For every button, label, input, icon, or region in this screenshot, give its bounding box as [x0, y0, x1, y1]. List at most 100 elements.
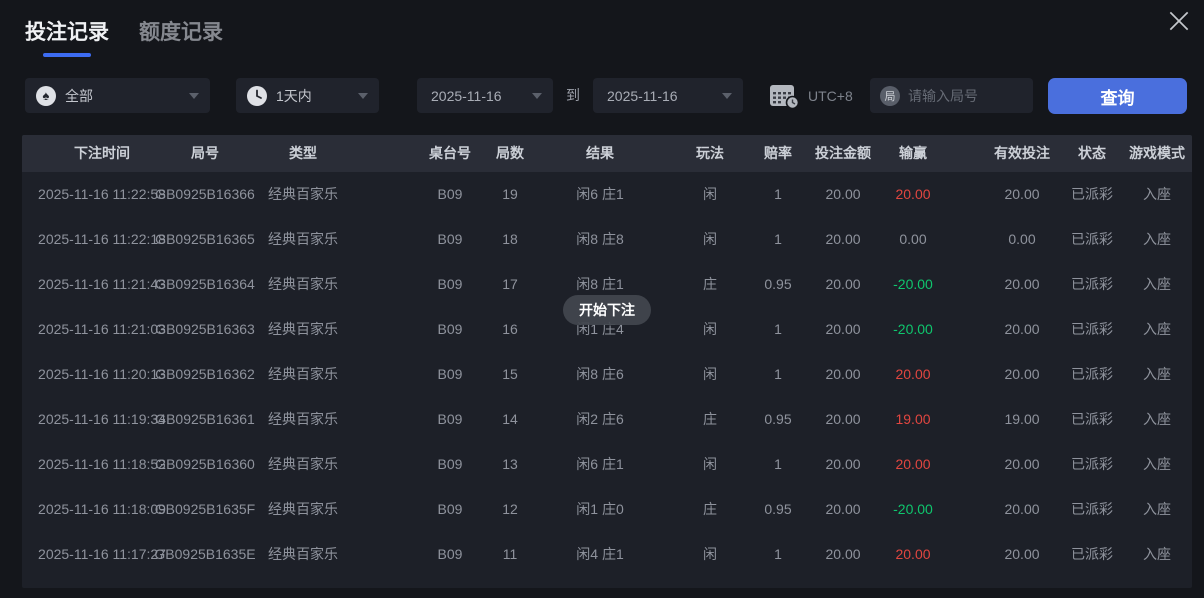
table-cell: 已派彩 — [1071, 321, 1113, 337]
table-cell: 闲 — [703, 366, 717, 382]
table-cell: 0.95 — [764, 501, 792, 517]
table-cell: 20.00 — [1004, 321, 1040, 337]
table-cell: 经典百家乐 — [268, 411, 338, 427]
table-cell: 入座 — [1143, 546, 1171, 562]
table-cell: 已派彩 — [1071, 366, 1113, 382]
table-body: 2025-11-16 11:22:58 GB0925B16366 经典百家乐 B09 1… — [22, 172, 1192, 577]
win-loss-cell: 20.00 — [895, 366, 931, 382]
table-cell: 闲 — [703, 546, 717, 562]
table-cell: 13 — [502, 456, 518, 472]
table-cell: 闲8 庄8 — [576, 231, 624, 247]
tab-quota-records-label: 额度记录 — [139, 21, 223, 44]
table-cell: 20.00 — [825, 186, 861, 202]
close-button[interactable] — [1166, 8, 1192, 34]
table-row: 2025-11-16 11:17:27 GB0925B1635E 经典百家乐 B09 1… — [22, 532, 1192, 577]
table-cell: 入座 — [1143, 186, 1171, 202]
table-cell: 经典百家乐 — [268, 366, 338, 382]
table-cell: 19.00 — [1004, 411, 1040, 427]
table-cell: 经典百家乐 — [268, 546, 338, 562]
date-from-value: 2025-11-16 — [431, 87, 502, 104]
time-range-select[interactable]: 1天内 — [236, 78, 379, 113]
timezone-indicator: UTC+8 — [768, 78, 853, 113]
win-loss-cell: 20.00 — [895, 186, 931, 202]
table-cell: 2025-11-16 11:20:13 — [38, 366, 166, 382]
table-cell: 已派彩 — [1071, 276, 1113, 292]
table-cell: 20.00 — [1004, 501, 1040, 517]
table-cell: 庄 — [703, 501, 717, 517]
date-from-picker[interactable]: 2025-11-16 — [417, 78, 553, 113]
table-cell: 已派彩 — [1071, 456, 1113, 472]
table-cell: 20.00 — [825, 411, 861, 427]
table-cell: GB0925B16366 — [155, 186, 255, 202]
table-cell: B09 — [437, 456, 463, 472]
records-table: 下注时间 局号 类型 桌台号 局数 结果 玩法 赔率 投注金额 输赢 有效投注 状态 游戏模式 2025… — [22, 135, 1192, 588]
table-cell: 20.00 — [825, 321, 861, 337]
column-header: 局数 — [496, 145, 524, 161]
calendar-clock-icon — [770, 84, 800, 109]
table-cell: B09 — [437, 501, 463, 517]
round-number-input[interactable] — [908, 87, 1033, 104]
table-cell: 经典百家乐 — [268, 186, 338, 202]
column-header: 赔率 — [764, 145, 792, 161]
table-cell: 已派彩 — [1071, 501, 1113, 517]
table-cell: 入座 — [1143, 411, 1171, 427]
table-cell: 入座 — [1143, 276, 1171, 292]
table-cell: GB0925B16365 — [155, 231, 255, 247]
table-cell: 入座 — [1143, 231, 1171, 247]
table-cell: 15 — [502, 366, 518, 382]
clock-icon — [247, 85, 267, 106]
date-to-label: 到 — [566, 87, 580, 103]
date-to-value: 2025-11-16 — [607, 87, 678, 104]
table-cell: B09 — [437, 276, 463, 292]
table-cell: 已派彩 — [1071, 546, 1113, 562]
round-number-field: 局 — [870, 78, 1033, 113]
chevron-down-icon — [532, 92, 542, 99]
table-cell: GB0925B16364 — [155, 276, 255, 292]
tab-betting-records[interactable]: 投注记录 — [25, 16, 109, 57]
table-cell: 经典百家乐 — [268, 501, 338, 517]
chevron-down-icon — [722, 92, 732, 99]
table-cell: 20.00 — [825, 546, 861, 562]
table-cell: 2025-11-16 11:19:34 — [38, 411, 166, 427]
table-header: 下注时间 局号 类型 桌台号 局数 结果 玩法 赔率 投注金额 输赢 有效投注 状态 游戏模式 — [22, 135, 1192, 172]
table-cell: B09 — [437, 366, 463, 382]
table-cell: 2025-11-16 11:21:43 — [38, 276, 166, 292]
tab-bar: 投注记录 额度记录 — [25, 16, 223, 57]
table-cell: GB0925B1635F — [154, 501, 256, 517]
table-cell: 已派彩 — [1071, 186, 1113, 202]
table-cell: 20.00 — [1004, 276, 1040, 292]
tab-betting-records-label: 投注记录 — [25, 21, 109, 44]
table-cell: 2025-11-16 11:18:52 — [38, 456, 166, 472]
table-cell: 闲1 庄4 — [576, 321, 624, 337]
date-to-picker[interactable]: 2025-11-16 — [593, 78, 743, 113]
chevron-down-icon — [189, 92, 199, 99]
query-button[interactable]: 查询 — [1048, 78, 1187, 114]
table-cell: 经典百家乐 — [268, 231, 338, 247]
table-cell: 0.95 — [764, 276, 792, 292]
table-row: 2025-11-16 11:18:09 GB0925B1635F 经典百家乐 B09 1… — [22, 487, 1192, 532]
table-cell: 18 — [502, 231, 518, 247]
tab-quota-records[interactable]: 额度记录 — [139, 16, 223, 57]
table-row: 2025-11-16 11:19:34 GB0925B16361 经典百家乐 B09 1… — [22, 397, 1192, 442]
table-cell: 2025-11-16 11:21:03 — [38, 321, 166, 337]
table-cell: 庄 — [703, 276, 717, 292]
table-cell: B09 — [437, 231, 463, 247]
table-cell: 闲1 庄0 — [576, 501, 624, 517]
table-cell: 闲 — [703, 231, 717, 247]
chevron-down-icon — [358, 92, 368, 99]
column-header: 类型 — [289, 145, 317, 161]
table-cell: 11 — [502, 546, 518, 562]
table-row: 2025-11-16 11:18:52 GB0925B16360 经典百家乐 B09 1… — [22, 442, 1192, 487]
table-cell: 闲4 庄1 — [576, 546, 624, 562]
table-cell: 12 — [502, 501, 518, 517]
table-cell: 20.00 — [1004, 366, 1040, 382]
table-cell: 经典百家乐 — [268, 276, 338, 292]
column-header: 结果 — [586, 145, 614, 161]
game-type-select[interactable]: ♠ 全部 — [25, 78, 210, 113]
table-cell: 16 — [502, 321, 518, 337]
table-cell: 经典百家乐 — [268, 321, 338, 337]
game-type-select-value: 全部 — [65, 87, 93, 104]
win-loss-cell: 0.00 — [899, 231, 927, 247]
table-cell: 入座 — [1143, 501, 1171, 517]
